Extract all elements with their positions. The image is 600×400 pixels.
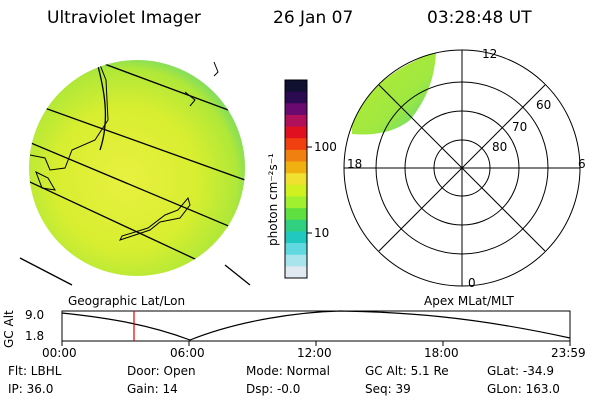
altitude-curve xyxy=(61,310,571,341)
filter-info: Flt: LBHL xyxy=(8,364,62,378)
timeline-frame xyxy=(61,310,571,342)
door-info: Door: Open xyxy=(127,364,196,378)
mode-info: Mode: Normal xyxy=(246,364,330,378)
geographic-caption: Geographic Lat/Lon xyxy=(68,294,186,308)
app-title: Ultraviolet Imager xyxy=(47,8,201,28)
lat-label-80: 80 xyxy=(492,140,508,154)
gcalt-info: GC Alt: 5.1 Re xyxy=(365,364,449,378)
apex-caption: Apex MLat/MLT xyxy=(424,294,514,308)
x-tick-label-4: 23:59 xyxy=(551,346,586,360)
colorbar-band xyxy=(285,208,307,221)
colorbar-band xyxy=(285,91,307,104)
lat-label-70: 70 xyxy=(512,120,528,134)
x-tick-label-1: 06:00 xyxy=(170,346,205,360)
colorbar-band xyxy=(285,219,307,232)
lat-label-60: 60 xyxy=(536,98,552,112)
y-tick-9: 9.0 xyxy=(25,308,45,322)
x-tick-label-3: 18:00 xyxy=(424,346,459,360)
colorbar-band xyxy=(285,138,307,151)
earth-disk-image xyxy=(19,60,251,286)
date-label: 26 Jan 07 xyxy=(273,8,354,28)
time-label: 03:28:48 UT xyxy=(427,8,532,28)
colorbar-band xyxy=(285,243,307,256)
y-tick-1_8: 1.8 xyxy=(25,329,45,343)
mlt-label-0: 0 xyxy=(468,276,476,290)
colorbar-band xyxy=(285,231,307,244)
colorbar-band xyxy=(285,114,307,128)
colorbar-band xyxy=(285,80,307,93)
colorbar-band xyxy=(285,254,307,267)
colorbar-label-100: 100 xyxy=(314,140,337,154)
colorbar-band xyxy=(285,266,307,279)
x-tick-label-2: 12:00 xyxy=(297,346,332,360)
colorbar-band xyxy=(285,126,307,139)
colorbar-band xyxy=(285,161,307,174)
colorbar-label-10: 10 xyxy=(314,226,330,240)
mlt-label-6: 6 xyxy=(578,157,586,171)
glat-info: GLat: -34.9 xyxy=(487,364,554,378)
colorbar-band xyxy=(285,196,307,209)
gain-info: Gain: 14 xyxy=(127,382,178,396)
aurora-patch xyxy=(352,52,436,135)
dsp-info: Dsp: -0.0 xyxy=(246,382,301,396)
timeline-ylabel: GC Alt xyxy=(2,310,16,348)
ip-info: IP: 36.0 xyxy=(8,382,54,396)
colorbar-label: photon cm⁻²s⁻¹ xyxy=(266,153,280,246)
colorbar-band xyxy=(285,184,307,197)
colorbar-band xyxy=(285,173,307,186)
colorbar-band xyxy=(285,103,307,116)
glon-info: GLon: 163.0 xyxy=(487,382,560,396)
mlt-label-12: 12 xyxy=(482,47,498,61)
mlt-label-18: 18 xyxy=(347,157,363,171)
polar-plot xyxy=(343,49,581,287)
colorbar-frame xyxy=(284,79,308,279)
x-tick-label-0: 00:00 xyxy=(42,346,77,360)
colorbar xyxy=(285,80,307,279)
colorbar-band xyxy=(285,149,307,163)
seq-info: Seq: 39 xyxy=(365,382,411,396)
